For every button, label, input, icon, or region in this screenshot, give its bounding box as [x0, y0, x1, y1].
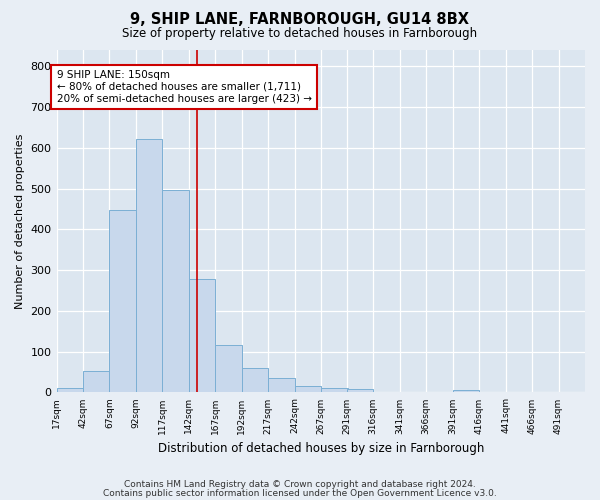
Bar: [322, 388, 348, 392]
Bar: [452, 390, 479, 392]
Text: 9, SHIP LANE, FARNBOROUGH, GU14 8BX: 9, SHIP LANE, FARNBOROUGH, GU14 8BX: [131, 12, 470, 28]
Bar: [268, 378, 295, 392]
X-axis label: Distribution of detached houses by size in Farnborough: Distribution of detached houses by size …: [158, 442, 484, 455]
Bar: [215, 345, 242, 393]
Bar: [109, 210, 136, 392]
Bar: [56, 388, 83, 392]
Text: Contains public sector information licensed under the Open Government Licence v3: Contains public sector information licen…: [103, 489, 497, 498]
Text: 9 SHIP LANE: 150sqm
← 80% of detached houses are smaller (1,711)
20% of semi-det: 9 SHIP LANE: 150sqm ← 80% of detached ho…: [56, 70, 311, 104]
Bar: [163, 190, 189, 392]
Bar: [83, 371, 109, 392]
Bar: [189, 279, 215, 392]
Text: Size of property relative to detached houses in Farnborough: Size of property relative to detached ho…: [122, 28, 478, 40]
Text: Contains HM Land Registry data © Crown copyright and database right 2024.: Contains HM Land Registry data © Crown c…: [124, 480, 476, 489]
Bar: [347, 389, 373, 392]
Bar: [136, 139, 163, 392]
Bar: [295, 386, 322, 392]
Y-axis label: Number of detached properties: Number of detached properties: [15, 134, 25, 309]
Bar: [242, 368, 268, 392]
